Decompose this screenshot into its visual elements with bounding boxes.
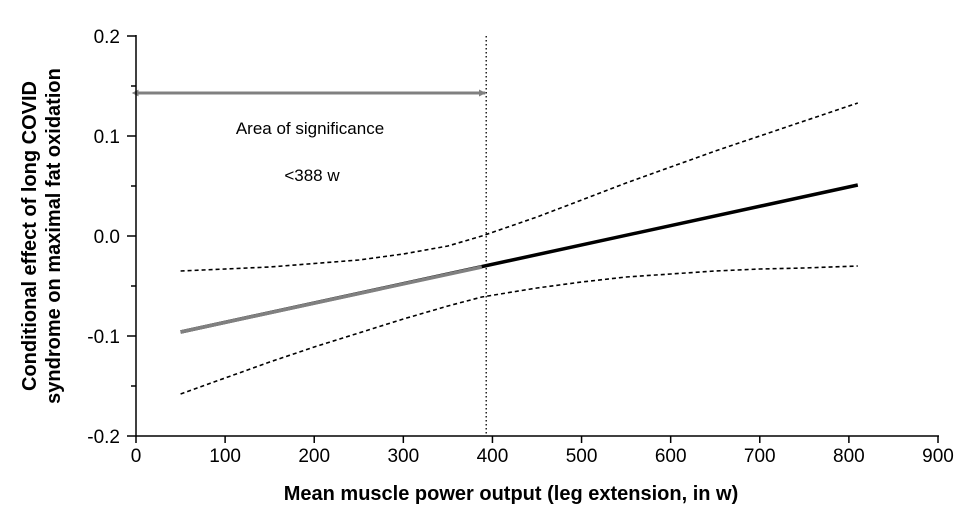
x-tick-label: 700 xyxy=(744,446,776,467)
x-tick-label: 500 xyxy=(566,446,598,467)
annotation-sublabel: <388 w xyxy=(284,166,340,185)
x-tick-label: 200 xyxy=(298,446,330,467)
plot-area xyxy=(131,36,859,436)
series-line-lower-ci xyxy=(180,265,858,395)
x-axis-title: Mean muscle power output (leg extension,… xyxy=(284,483,739,505)
y-tick-label: -0.2 xyxy=(87,427,120,448)
x-tick-label: 0 xyxy=(131,446,142,467)
x-tick-label: 900 xyxy=(922,446,954,467)
annotation-label: Area of significance xyxy=(236,119,384,138)
x-tick-label: 800 xyxy=(833,446,865,467)
axes: 0 100 200 300 400 500 600 700 800 900 -0.2 -0.1 0.0 0… xyxy=(87,27,954,467)
y-tick-label: 0.1 xyxy=(94,127,120,148)
x-tick-label: 400 xyxy=(477,446,509,467)
series-line-estimate-significant xyxy=(180,265,483,334)
x-tick-label: 600 xyxy=(655,446,687,467)
y-tick-label: 0.0 xyxy=(94,227,120,248)
series-line-upper-ci xyxy=(180,102,859,272)
x-tick-label: 100 xyxy=(209,446,241,467)
x-tick-label: 300 xyxy=(387,446,419,467)
y-tick-label: -0.1 xyxy=(87,327,120,348)
y-axis-title-line-2: syndrome on maximal fat oxidation xyxy=(43,68,65,404)
y-tick-label: 0.2 xyxy=(94,27,120,48)
y-axis-title-line-1: Conditional effect of long COVID xyxy=(19,81,41,391)
